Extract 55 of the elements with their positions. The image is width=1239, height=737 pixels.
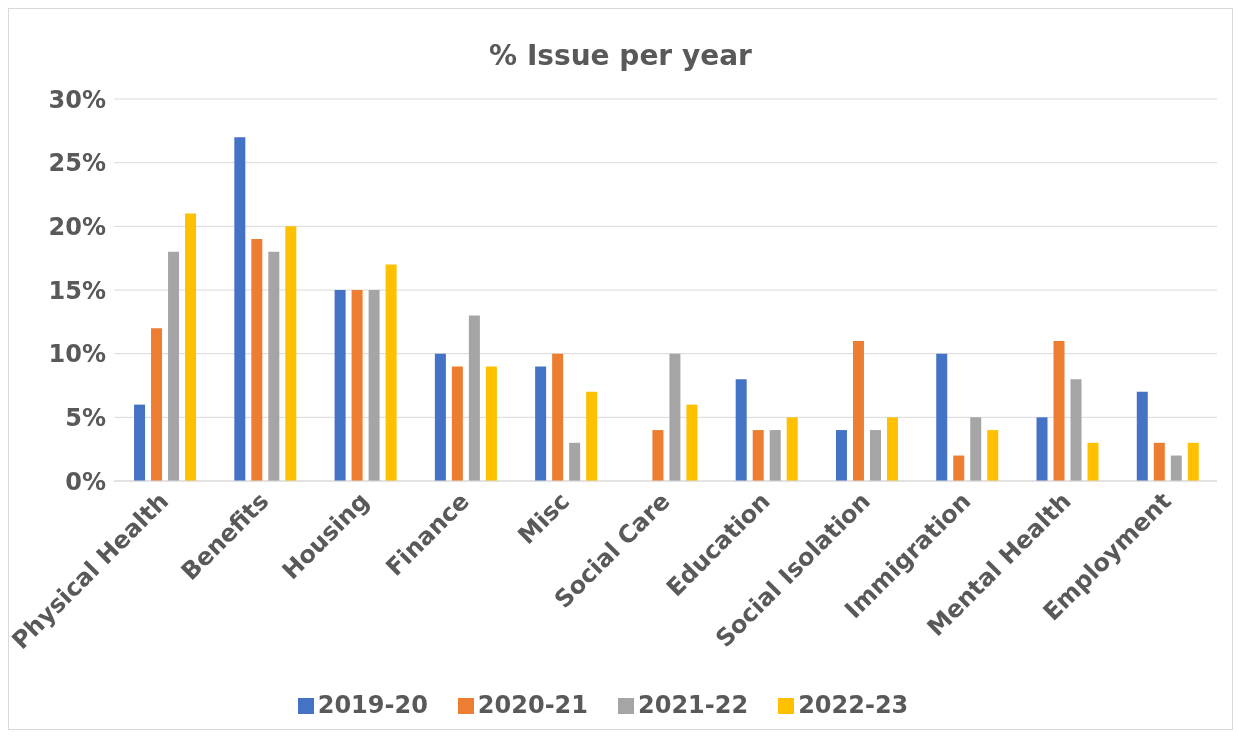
bar: [869, 430, 881, 481]
bar: [835, 430, 847, 481]
bar: [552, 353, 564, 481]
bar: [586, 391, 598, 481]
bar: [569, 442, 581, 481]
legend-label: 2021-22: [638, 691, 749, 719]
bar: [185, 213, 197, 481]
bar: [669, 353, 681, 481]
y-tick-label: 30%: [48, 85, 106, 114]
chart-title: % Issue per year: [488, 38, 753, 74]
bar: [1087, 442, 1099, 481]
bar: [368, 290, 380, 481]
bar: [351, 290, 363, 481]
bar: [134, 404, 146, 481]
bar: [285, 226, 297, 481]
bar: [234, 137, 246, 481]
bar: [1036, 417, 1048, 481]
bar: [652, 430, 664, 481]
bar: [385, 264, 397, 481]
bar: [1053, 340, 1065, 481]
bar: [151, 328, 163, 481]
bar: [686, 404, 698, 481]
bar: [735, 379, 747, 481]
bar: [251, 239, 263, 481]
bar: [752, 430, 764, 481]
bar: [334, 290, 346, 481]
bar: [886, 417, 898, 481]
y-tick-label: 20%: [48, 212, 106, 241]
y-tick-label: 25%: [48, 149, 106, 178]
bar: [535, 366, 547, 481]
y-tick-label: 0%: [65, 467, 106, 496]
bar: [451, 366, 463, 481]
legend-label: 2020-21: [477, 691, 588, 719]
bar: [168, 251, 180, 481]
y-tick-label: 5%: [65, 403, 106, 432]
legend-label: 2019-20: [317, 691, 428, 719]
bar: [485, 366, 497, 481]
bar: [1187, 442, 1199, 481]
bar: [970, 417, 982, 481]
bar: [468, 315, 480, 481]
bar: [1170, 455, 1182, 481]
bar: [434, 353, 446, 481]
bar: [953, 455, 965, 481]
bar: [1070, 379, 1082, 481]
bar: [769, 430, 781, 481]
bar: [987, 430, 999, 481]
bar: [268, 251, 280, 481]
bar: [852, 340, 864, 481]
bar: [1153, 442, 1165, 481]
bar: [1136, 391, 1148, 481]
y-tick-label: 15%: [48, 276, 106, 305]
y-tick-label: 10%: [48, 340, 106, 369]
bar: [936, 353, 948, 481]
bar: [786, 417, 798, 481]
legend-label: 2022-23: [798, 691, 909, 719]
